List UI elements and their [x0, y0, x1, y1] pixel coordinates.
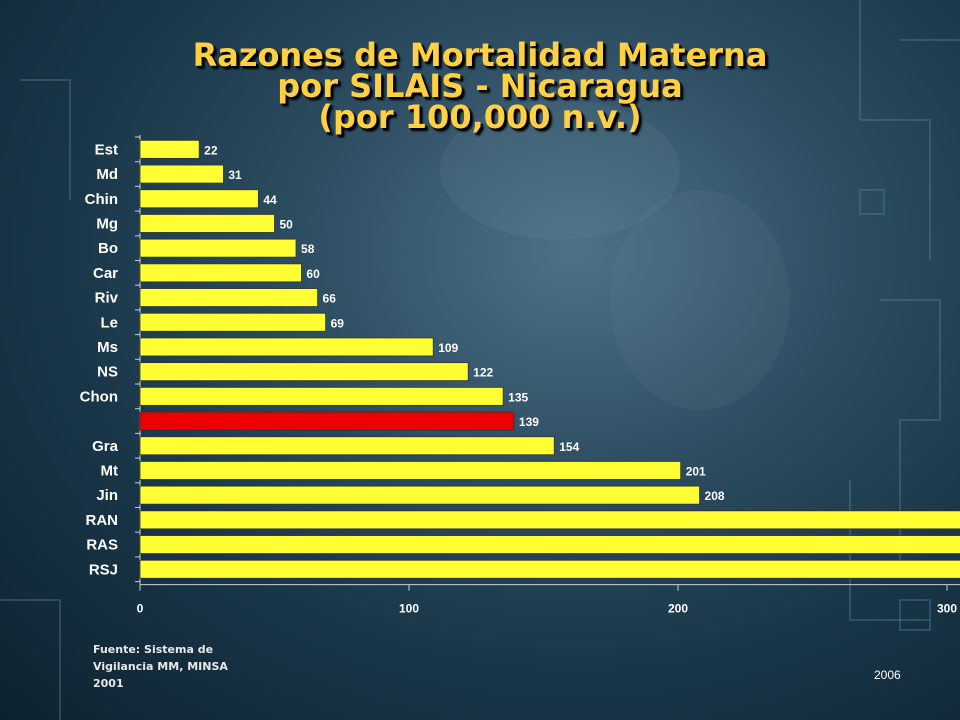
- category-label: Ms: [97, 339, 118, 356]
- bar-value-label: 31: [228, 168, 242, 182]
- bar: [139, 362, 469, 382]
- bar: [139, 535, 960, 554]
- category-label: Mg: [96, 215, 118, 232]
- title-line-3: (por 100,000 n.v.): [318, 98, 642, 136]
- category-label: Jin: [96, 487, 118, 504]
- title-line-1: Razones de Mortalidad Materna: [192, 36, 768, 74]
- category-label: Riv: [95, 290, 119, 307]
- bar-value-label: 201: [686, 464, 706, 478]
- bar: [139, 214, 275, 233]
- bar-value-label: 135: [508, 390, 528, 404]
- source-line-3: 2001: [93, 677, 124, 690]
- category-label: RSJ: [89, 561, 118, 578]
- bar-value-label: 58: [301, 242, 315, 256]
- category-label: RAS: [86, 537, 118, 554]
- bar: [139, 288, 318, 307]
- bar: [139, 559, 960, 579]
- bar: [139, 485, 700, 505]
- bar-highlight: [139, 411, 515, 431]
- bar: [139, 139, 200, 159]
- category-label: Est: [95, 141, 118, 158]
- bar: [139, 337, 434, 357]
- x-tick-label: 300: [937, 602, 957, 616]
- bar-value-label: 69: [331, 316, 345, 330]
- category-label: NS: [97, 364, 118, 381]
- bar: [139, 436, 555, 456]
- bar-value-label: 60: [306, 267, 320, 281]
- category-label: Gra: [92, 438, 119, 455]
- slide-title: Razones de Mortalidad Materna por SILAIS…: [110, 36, 850, 136]
- source-line-1: Fuente: Sistema de: [93, 643, 214, 656]
- category-label: Chin: [85, 191, 118, 208]
- source-note: Fuente: Sistema de Vigilancia MM, MINSA …: [93, 641, 273, 692]
- bar: [139, 312, 327, 332]
- bar: [139, 461, 682, 480]
- category-label: Md: [96, 166, 118, 183]
- title-line-2: por SILAIS - Nicaragua: [277, 67, 683, 105]
- source-line-2: Vigilancia MM, MINSA: [93, 660, 228, 673]
- bar-value-label: 44: [263, 193, 277, 207]
- x-tick-label: 0: [137, 602, 144, 616]
- bar-value-label: 109: [438, 341, 458, 355]
- bar: [139, 189, 259, 209]
- bar: [139, 238, 297, 258]
- bar: [139, 510, 960, 530]
- bar-value-label: 66: [323, 292, 337, 306]
- bar: [139, 164, 224, 184]
- bar-value-label: 139: [519, 415, 539, 429]
- x-tick-label: 200: [668, 602, 688, 616]
- bar-value-label: 208: [705, 489, 725, 503]
- category-label: RAN: [86, 512, 119, 529]
- category-label: Chon: [80, 388, 118, 405]
- category-label: Car: [93, 265, 118, 282]
- bar-value-label: 22: [204, 143, 218, 157]
- category-label: Mt: [101, 462, 119, 479]
- category-label: Bo: [98, 240, 118, 257]
- bar-value-label: 154: [559, 440, 579, 454]
- bar: [139, 386, 504, 406]
- category-label: Le: [100, 314, 118, 331]
- bar-value-label: 122: [473, 366, 493, 380]
- bar: [139, 263, 302, 283]
- slide-year: 2006: [874, 668, 901, 682]
- bar-value-label: 50: [280, 217, 294, 231]
- x-tick-label: 100: [399, 602, 419, 616]
